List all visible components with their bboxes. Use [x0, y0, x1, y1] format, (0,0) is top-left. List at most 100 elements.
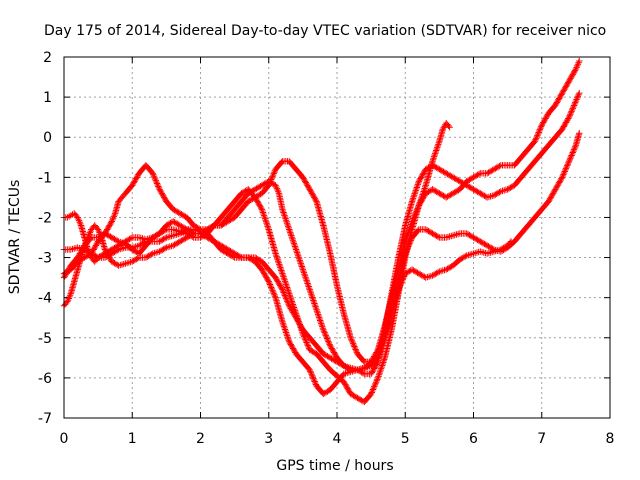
data-point — [559, 126, 566, 133]
data-point — [350, 392, 357, 399]
data-point — [103, 231, 110, 238]
data-point — [572, 97, 580, 105]
data-point — [64, 298, 71, 305]
data-point — [158, 190, 166, 197]
data-point — [447, 172, 454, 179]
data-point — [545, 198, 552, 205]
data-point — [274, 186, 281, 194]
data-point — [420, 186, 428, 194]
data-point — [535, 129, 542, 136]
data-point — [75, 251, 83, 259]
data-point — [255, 256, 263, 264]
data-point — [419, 191, 426, 198]
data-point — [414, 269, 421, 276]
data-point — [311, 300, 318, 307]
data-point — [67, 246, 75, 253]
data-point — [372, 379, 380, 386]
data-point — [300, 267, 307, 275]
data-point — [273, 275, 280, 283]
data-point — [307, 289, 314, 296]
data-point — [430, 186, 438, 194]
data-point — [443, 234, 450, 241]
data-point — [345, 386, 352, 394]
data-point — [446, 233, 453, 240]
data-point — [293, 247, 300, 255]
data-point — [280, 321, 287, 329]
data-point — [322, 330, 329, 338]
data-point — [323, 335, 331, 342]
data-point — [290, 304, 298, 311]
data-point — [294, 252, 302, 259]
data-point — [256, 202, 263, 209]
data-point — [257, 182, 264, 190]
data-point — [348, 336, 355, 343]
data-point — [283, 284, 291, 291]
data-point — [555, 180, 562, 188]
data-point — [272, 250, 279, 257]
data-point — [289, 235, 296, 242]
data-point — [172, 207, 180, 215]
data-point — [448, 232, 455, 240]
data-point — [488, 244, 495, 252]
data-point — [328, 345, 335, 352]
data-point — [501, 243, 509, 251]
data-point — [291, 307, 299, 314]
data-point — [208, 236, 215, 244]
data-point — [284, 223, 292, 230]
data-point — [415, 270, 423, 277]
data-point — [348, 337, 356, 344]
data-point — [344, 385, 351, 392]
x-tick-label: 2 — [196, 431, 205, 447]
data-point — [449, 174, 457, 181]
data-point — [298, 327, 306, 334]
data-point — [275, 258, 282, 265]
data-point — [170, 232, 177, 239]
data-point — [561, 85, 568, 93]
data-point — [63, 269, 71, 276]
data-point — [357, 396, 364, 403]
data-point — [298, 263, 306, 270]
data-point — [548, 192, 555, 200]
data-point — [171, 226, 179, 234]
data-point — [443, 170, 450, 177]
data-point — [281, 324, 288, 332]
data-point — [287, 229, 294, 236]
data-point — [112, 236, 120, 244]
data-point — [436, 166, 443, 173]
data-point — [287, 295, 294, 302]
data-point — [565, 113, 573, 121]
data-point — [174, 220, 181, 228]
chart-title: Day 175 of 2014, Sidereal Day-to-day VTE… — [44, 23, 606, 39]
data-point — [254, 199, 262, 206]
data-point — [370, 384, 377, 392]
data-point — [234, 251, 241, 259]
data-point — [430, 231, 438, 238]
data-point — [269, 173, 276, 180]
data-point — [299, 329, 306, 336]
data-point — [562, 120, 569, 128]
data-point — [278, 159, 285, 166]
data-point — [109, 235, 117, 242]
data-point — [279, 206, 286, 213]
data-point — [179, 211, 186, 219]
data-point — [374, 374, 382, 382]
data-point — [558, 91, 565, 98]
data-point — [154, 231, 162, 238]
data-point — [550, 188, 558, 196]
data-point — [377, 366, 384, 374]
data-point — [477, 238, 484, 245]
data-point — [376, 348, 384, 355]
data-point — [216, 241, 223, 248]
data-point — [281, 278, 289, 285]
data-point — [258, 182, 266, 189]
data-point — [145, 252, 152, 260]
data-point — [161, 245, 169, 252]
data-point — [135, 234, 143, 241]
data-point — [315, 314, 323, 321]
data-point — [259, 267, 266, 275]
data-point — [134, 172, 141, 180]
data-point — [470, 174, 477, 181]
data-point — [156, 230, 163, 237]
data-point — [153, 178, 160, 186]
data-point — [424, 273, 431, 281]
